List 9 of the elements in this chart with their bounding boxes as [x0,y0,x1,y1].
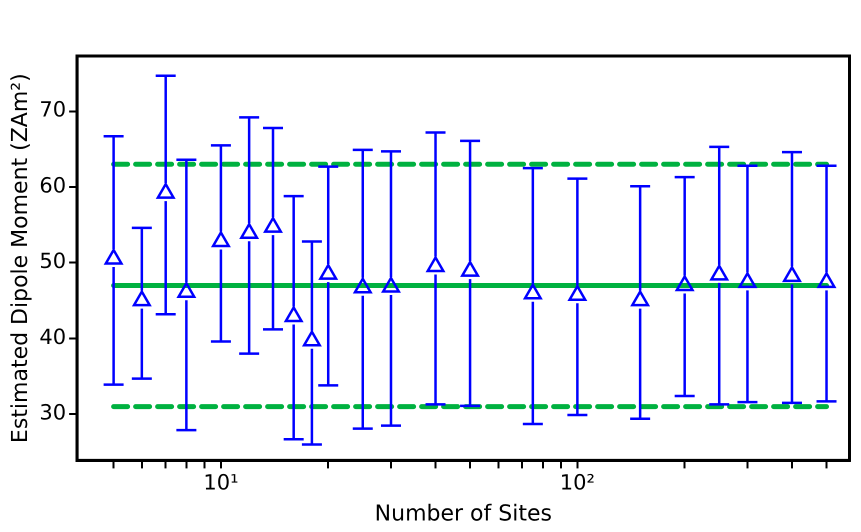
y-tick-label: 50 [39,249,66,274]
x-axis-title: Number of Sites [374,502,552,527]
y-tick-label: 70 [39,98,66,122]
x-tick-label: 10¹ [203,470,238,494]
y-tick-label: 40 [39,324,66,349]
y-axis-title: Estimated Dipole Moment (ZAm²) [8,73,33,444]
y-tick-label: 60 [39,173,66,198]
y-tick-label: 30 [39,400,66,425]
x-tick-label: 10² [560,470,595,494]
